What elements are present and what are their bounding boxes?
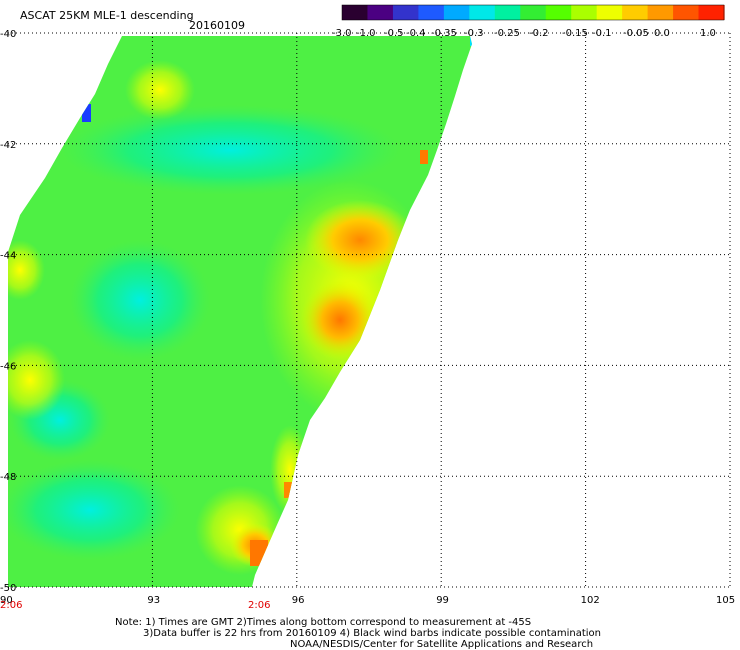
colorbar-swatch xyxy=(622,5,649,20)
colorbar-swatch xyxy=(367,5,394,20)
note-line-3: NOAA/NESDIS/Center for Satellite Applica… xyxy=(290,639,593,650)
colorbar-swatch xyxy=(673,5,700,20)
colorbar-tick-label: -0.25 xyxy=(494,28,520,39)
colorbar xyxy=(341,4,725,21)
x-tick-label: 96 xyxy=(292,595,305,606)
y-tick-label: -50 xyxy=(0,583,16,594)
colorbar-tick-label: -0.3 xyxy=(464,28,484,39)
y-tick-label: -48 xyxy=(0,472,16,483)
colorbar-swatch xyxy=(698,5,725,20)
colorbar-ticks: -3.0 -1.0 -0.5 -0.4 -0.35 -0.3 -0.25 -0.2 -0.15-… xyxy=(332,28,716,39)
y-tick-label: -40 xyxy=(0,29,16,40)
graticule xyxy=(8,32,731,588)
x-tick-label: 102 xyxy=(581,595,600,606)
colorbar-tick-label: -0.4 xyxy=(406,28,426,39)
colorbar-swatch xyxy=(596,5,623,20)
y-tick-label: -46 xyxy=(0,361,16,372)
colorbar-swatch xyxy=(443,5,470,20)
colorbar-swatch xyxy=(571,5,598,20)
y-tick-label: -44 xyxy=(0,251,16,262)
scatterometer-swath xyxy=(8,36,472,587)
colorbar-swatch xyxy=(469,5,496,20)
colorbar-tick-label: -0.05 xyxy=(623,28,649,39)
y-tick-label: -42 xyxy=(0,140,16,151)
colorbar-tick-label: -0.2 xyxy=(529,28,549,39)
colorbar-swatch xyxy=(545,5,572,20)
colorbar-tick-label: -0.35 xyxy=(431,28,457,39)
colorbar-tick-label: 1.0 xyxy=(700,28,716,39)
colorbar-swatch xyxy=(342,5,369,20)
y-axis: -40 -42 -44 -46 -48 -50 xyxy=(0,29,16,594)
colorbar-swatch xyxy=(418,5,445,20)
time-label-left: 2:06 xyxy=(0,600,22,611)
colorbar-swatch xyxy=(647,5,674,20)
date-label: 20160109 xyxy=(189,19,245,32)
x-tick-label: 93 xyxy=(147,595,160,606)
colorbar-swatch xyxy=(392,5,419,20)
product-title: ASCAT 25KM MLE-1 descending xyxy=(20,9,194,22)
colorbar-frame xyxy=(341,4,725,21)
note-line-2: 3)Data buffer is 22 hrs from 20160109 4)… xyxy=(143,628,601,639)
colorbar-tick-label: 0.0 xyxy=(654,28,670,39)
colorbar-swatch xyxy=(520,5,547,20)
x-tick-label: 90 xyxy=(0,595,13,606)
colorbar-tick-label: -3.0 xyxy=(332,28,352,39)
colorbar-swatch xyxy=(494,5,521,20)
x-tick-label: 99 xyxy=(436,595,449,606)
colorbar-tick-label: -1.0 xyxy=(356,28,376,39)
time-label-mid: 2:06 xyxy=(248,600,270,611)
x-axis: 90 93 96 99 102 105 xyxy=(0,595,735,606)
colorbar-tick-label: -0.15 xyxy=(562,28,588,39)
colorbar-tick-label: -0.1 xyxy=(592,28,612,39)
note-line-1: Note: 1) Times are GMT 2)Times along bot… xyxy=(115,617,531,628)
x-tick-label: 105 xyxy=(716,595,735,606)
colorbar-tick-label: -0.5 xyxy=(384,28,404,39)
